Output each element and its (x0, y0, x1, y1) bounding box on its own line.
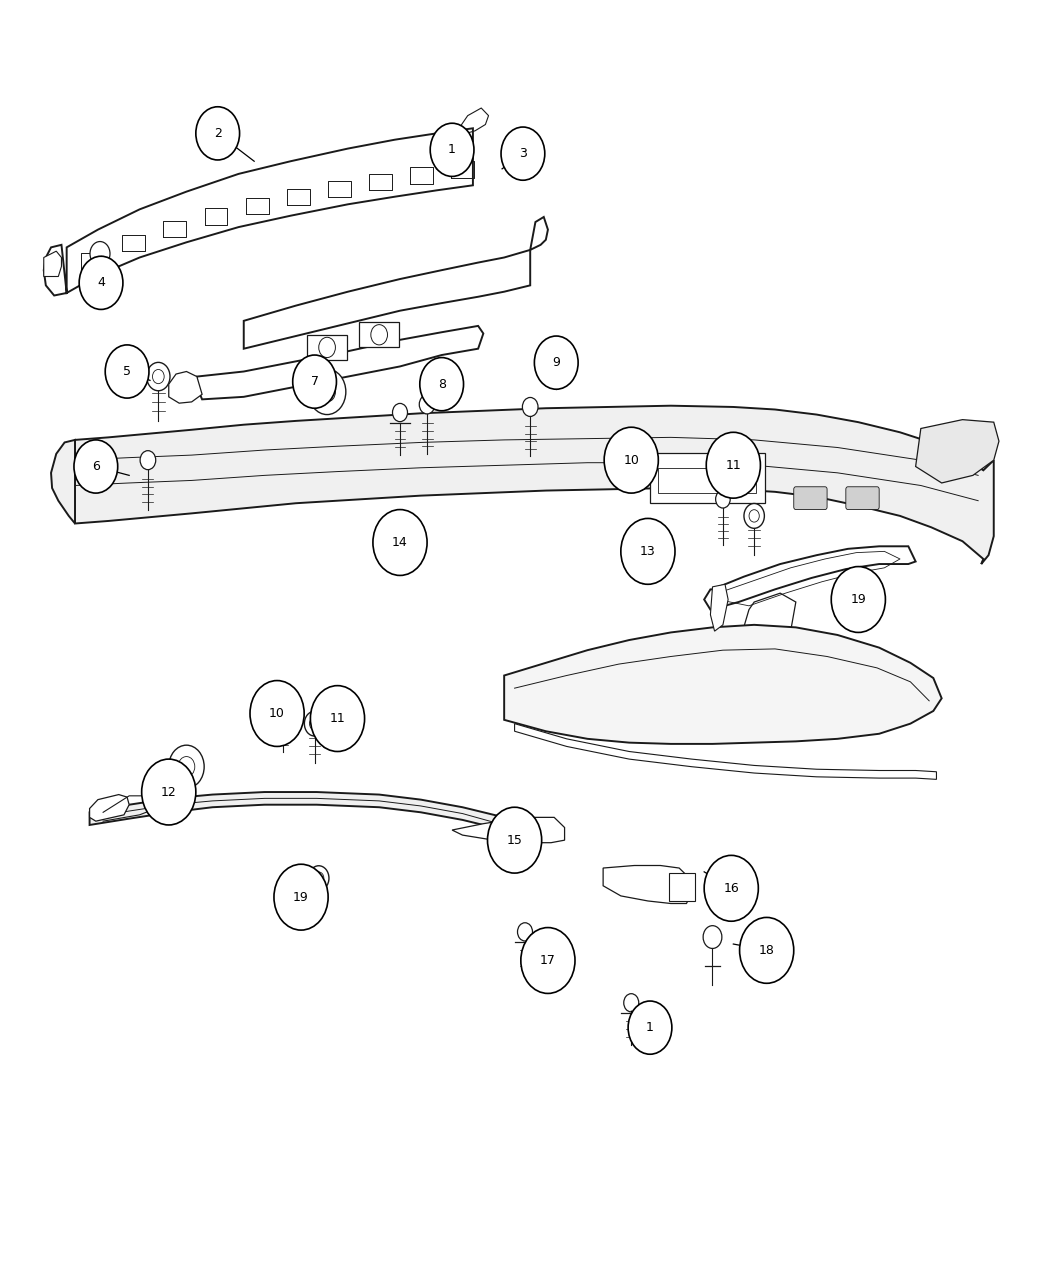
Circle shape (309, 368, 345, 414)
Circle shape (624, 993, 638, 1012)
Text: 5: 5 (123, 365, 131, 377)
Circle shape (534, 337, 579, 389)
FancyBboxPatch shape (308, 335, 346, 360)
Polygon shape (244, 250, 530, 348)
Text: 10: 10 (624, 454, 639, 467)
Circle shape (420, 357, 463, 411)
Circle shape (314, 872, 323, 885)
Circle shape (310, 718, 319, 729)
Circle shape (319, 381, 335, 402)
Circle shape (90, 241, 110, 266)
Polygon shape (514, 724, 937, 779)
Text: 19: 19 (293, 891, 309, 904)
Circle shape (716, 491, 730, 507)
Circle shape (152, 370, 164, 384)
FancyBboxPatch shape (669, 873, 695, 901)
Circle shape (707, 432, 760, 499)
Circle shape (604, 427, 658, 493)
Text: 6: 6 (92, 460, 100, 473)
Circle shape (196, 107, 239, 159)
Circle shape (739, 918, 794, 983)
FancyBboxPatch shape (794, 487, 827, 510)
Circle shape (142, 759, 196, 825)
Polygon shape (44, 129, 473, 296)
Text: 9: 9 (552, 356, 561, 370)
Circle shape (276, 696, 291, 714)
Polygon shape (75, 405, 993, 564)
Circle shape (704, 926, 721, 949)
Circle shape (371, 325, 387, 346)
Circle shape (147, 362, 170, 390)
Text: 4: 4 (97, 277, 105, 289)
Circle shape (319, 338, 335, 357)
Circle shape (393, 403, 407, 422)
Text: 7: 7 (311, 375, 318, 388)
Polygon shape (743, 593, 796, 648)
Text: 19: 19 (850, 593, 866, 606)
Polygon shape (504, 625, 942, 743)
Circle shape (521, 928, 575, 993)
Polygon shape (453, 817, 565, 843)
Text: 10: 10 (269, 708, 285, 720)
Circle shape (628, 1001, 672, 1054)
Polygon shape (51, 440, 75, 524)
Circle shape (293, 354, 336, 408)
Text: 1: 1 (448, 143, 456, 157)
Polygon shape (196, 326, 483, 399)
Circle shape (274, 864, 328, 929)
Circle shape (832, 566, 885, 632)
Text: 18: 18 (759, 944, 775, 956)
Text: 15: 15 (507, 834, 523, 847)
Circle shape (501, 128, 545, 180)
Circle shape (250, 681, 304, 746)
Circle shape (140, 450, 155, 469)
Circle shape (169, 745, 204, 788)
Circle shape (309, 866, 329, 890)
Circle shape (621, 519, 675, 584)
FancyBboxPatch shape (650, 453, 764, 504)
Circle shape (744, 504, 764, 528)
Circle shape (178, 756, 195, 776)
Circle shape (304, 711, 324, 736)
Circle shape (311, 686, 364, 751)
Circle shape (74, 440, 118, 493)
Polygon shape (711, 584, 728, 631)
Text: 17: 17 (540, 954, 555, 966)
Text: 12: 12 (161, 785, 176, 798)
FancyBboxPatch shape (359, 323, 399, 347)
Circle shape (430, 124, 474, 176)
Polygon shape (169, 371, 202, 403)
Polygon shape (705, 546, 916, 609)
Text: 13: 13 (640, 544, 656, 558)
Text: 16: 16 (723, 882, 739, 895)
Circle shape (105, 346, 149, 398)
Circle shape (487, 807, 542, 873)
Polygon shape (89, 792, 504, 830)
Polygon shape (530, 217, 548, 250)
Text: 8: 8 (438, 377, 445, 390)
Polygon shape (89, 794, 129, 821)
Polygon shape (603, 866, 692, 904)
Circle shape (79, 256, 123, 310)
Text: 1: 1 (646, 1021, 654, 1034)
Text: 11: 11 (330, 711, 345, 725)
Text: 2: 2 (214, 128, 222, 140)
Polygon shape (916, 419, 999, 483)
Circle shape (749, 510, 759, 521)
FancyBboxPatch shape (658, 468, 756, 493)
Circle shape (419, 395, 435, 414)
Circle shape (373, 510, 427, 575)
Text: 11: 11 (726, 459, 741, 472)
Polygon shape (44, 251, 62, 277)
Circle shape (518, 923, 532, 941)
Circle shape (705, 856, 758, 922)
FancyBboxPatch shape (846, 487, 879, 510)
Text: 3: 3 (519, 147, 527, 161)
Circle shape (523, 398, 538, 417)
Text: 14: 14 (392, 536, 407, 550)
